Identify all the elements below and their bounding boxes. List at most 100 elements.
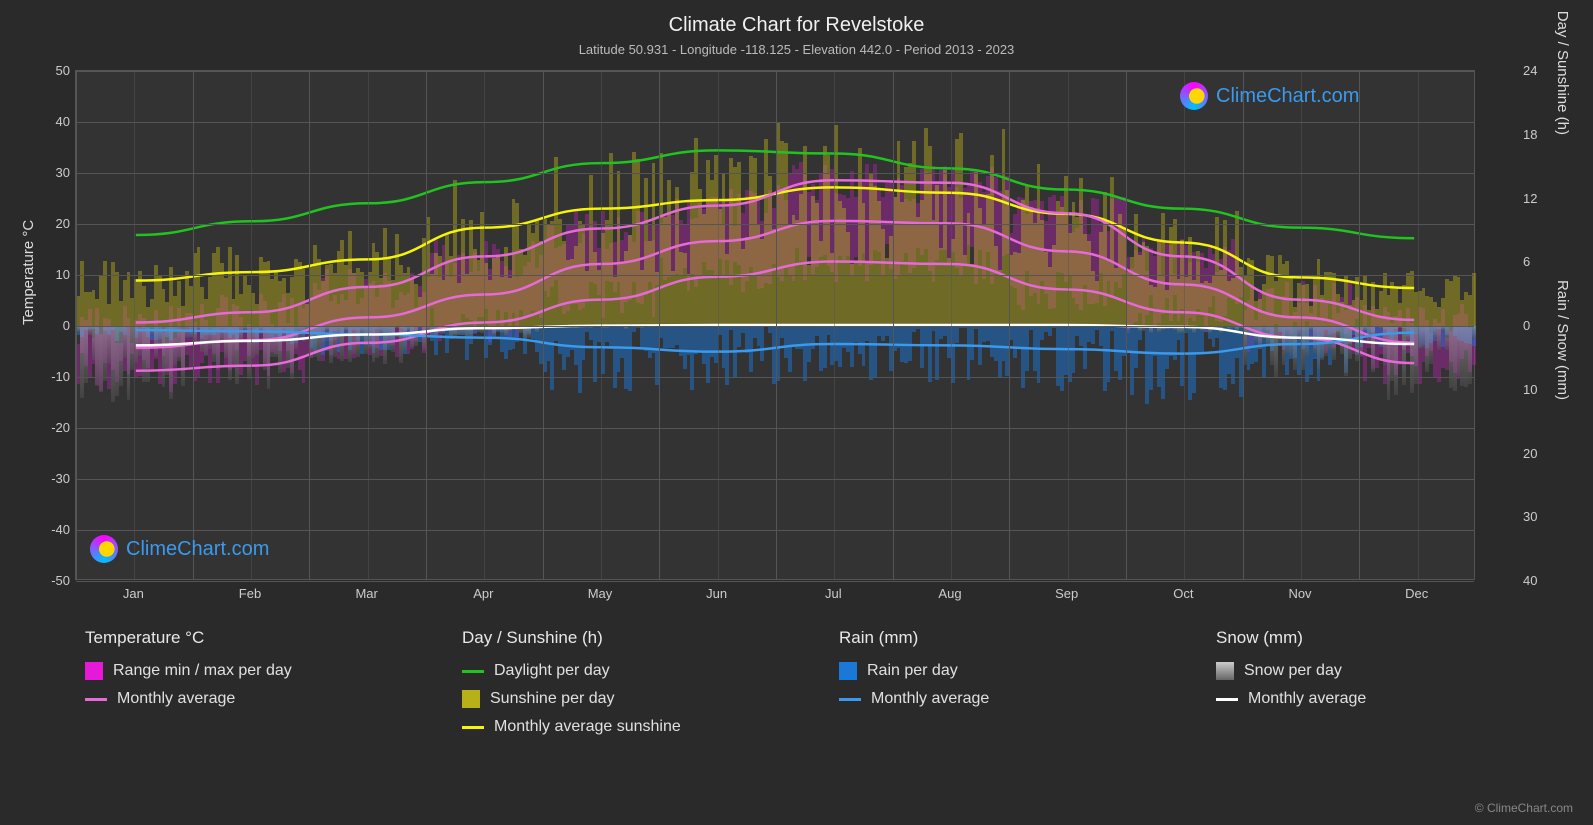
- chart-subtitle: Latitude 50.931 - Longitude -118.125 - E…: [0, 42, 1593, 57]
- sunshine-avg-line: [136, 187, 1414, 288]
- gridline-h: [76, 224, 1474, 225]
- tick-x: Sep: [1055, 586, 1078, 601]
- legend-label: Snow per day: [1244, 662, 1342, 680]
- tick-x: Oct: [1173, 586, 1193, 601]
- legend-item: Rain per day: [839, 662, 1176, 680]
- tick-left: 20: [40, 216, 70, 231]
- gridline-h: [76, 122, 1474, 123]
- tick-left: 30: [40, 165, 70, 180]
- gridline-h: [76, 581, 1474, 582]
- tick-x: Jun: [706, 586, 727, 601]
- legend-item: Daylight per day: [462, 662, 799, 680]
- tick-x: Feb: [239, 586, 261, 601]
- gridline-v: [776, 71, 777, 579]
- legend-label: Rain per day: [867, 662, 958, 680]
- legend-column: Day / Sunshine (h) Daylight per day Sunshi…: [462, 628, 799, 746]
- tick-x: Nov: [1288, 586, 1311, 601]
- watermark-text: ClimeChart.com: [1216, 85, 1359, 108]
- tick-right: 6: [1523, 254, 1553, 269]
- gridline-v: [543, 71, 544, 579]
- tick-right: 20: [1523, 446, 1553, 461]
- attribution: © ClimeChart.com: [1475, 801, 1573, 815]
- gridline-v-minor: [1418, 71, 1419, 579]
- gridline-v: [193, 71, 194, 579]
- tick-right: 40: [1523, 573, 1553, 588]
- gridline-v-minor: [1301, 71, 1302, 579]
- tick-x: Mar: [355, 586, 377, 601]
- gridline-v-minor: [134, 71, 135, 579]
- gridline-v-minor: [1068, 71, 1069, 579]
- legend-label: Monthly average: [871, 690, 989, 708]
- tick-left: 40: [40, 114, 70, 129]
- legend-swatch: [462, 690, 480, 708]
- plot-area: [75, 70, 1475, 580]
- legend-title: Day / Sunshine (h): [462, 628, 799, 648]
- gridline-h: [76, 530, 1474, 531]
- tick-x: May: [588, 586, 613, 601]
- gridline-h: [76, 479, 1474, 480]
- legend-item: Range min / max per day: [85, 662, 422, 680]
- tick-x: Jan: [123, 586, 144, 601]
- tick-right: 0: [1523, 318, 1553, 333]
- legend-label: Monthly average sunshine: [494, 718, 681, 736]
- gridline-v: [1009, 71, 1010, 579]
- logo-icon: [90, 535, 118, 563]
- temp-min-line: [136, 262, 1414, 371]
- gridline-v-minor: [484, 71, 485, 579]
- tick-left: -30: [40, 471, 70, 486]
- chart-title: Climate Chart for Revelstoke: [0, 14, 1593, 37]
- legend-item: Monthly average sunshine: [462, 718, 799, 736]
- y-axis-right-bot-label: Rain / Snow (mm): [1554, 280, 1571, 400]
- tick-right: 24: [1523, 63, 1553, 78]
- legend-title: Rain (mm): [839, 628, 1176, 648]
- gridline-v: [659, 71, 660, 579]
- gridline-h: [76, 377, 1474, 378]
- tick-left: 10: [40, 267, 70, 282]
- gridline-v-minor: [951, 71, 952, 579]
- tick-left: 0: [40, 318, 70, 333]
- legend-title: Snow (mm): [1216, 628, 1553, 648]
- legend-column: Rain (mm) Rain per day Monthly average: [839, 628, 1176, 746]
- legend-item: Monthly average: [1216, 690, 1553, 708]
- gridline-v-minor: [718, 71, 719, 579]
- legend-column: Temperature °C Range min / max per day Mon…: [85, 628, 422, 746]
- gridline-v: [893, 71, 894, 579]
- gridline-v-minor: [601, 71, 602, 579]
- legend-item: Snow per day: [1216, 662, 1553, 680]
- y-axis-right-top-label: Day / Sunshine (h): [1554, 11, 1571, 135]
- legend-item: Sunshine per day: [462, 690, 799, 708]
- tick-left: -20: [40, 420, 70, 435]
- tick-left: -50: [40, 573, 70, 588]
- legend-swatch: [1216, 698, 1238, 701]
- gridline-v-minor: [251, 71, 252, 579]
- gridline-v-minor: [834, 71, 835, 579]
- legend-swatch: [85, 662, 103, 680]
- tick-x: Aug: [938, 586, 961, 601]
- gridline-h: [76, 173, 1474, 174]
- legend-label: Sunshine per day: [490, 690, 615, 708]
- watermark: ClimeChart.com: [1180, 82, 1359, 110]
- gridline-v: [426, 71, 427, 579]
- tick-left: -10: [40, 369, 70, 384]
- legend-label: Range min / max per day: [113, 662, 292, 680]
- legend-label: Monthly average: [1248, 690, 1366, 708]
- legend-swatch: [462, 726, 484, 729]
- gridline-v: [1359, 71, 1360, 579]
- gridline-h: [76, 326, 1474, 327]
- tick-x: Dec: [1405, 586, 1428, 601]
- legend-title: Temperature °C: [85, 628, 422, 648]
- legend-label: Monthly average: [117, 690, 235, 708]
- tick-right: 12: [1523, 191, 1553, 206]
- tick-right: 18: [1523, 127, 1553, 142]
- watermark-text: ClimeChart.com: [126, 538, 269, 561]
- tick-right: 30: [1523, 509, 1553, 524]
- gridline-v-minor: [1184, 71, 1185, 579]
- tick-x: Apr: [473, 586, 493, 601]
- logo-icon: [1180, 82, 1208, 110]
- legend-item: Monthly average: [85, 690, 422, 708]
- legend-swatch: [462, 670, 484, 673]
- gridline-h: [76, 428, 1474, 429]
- watermark: ClimeChart.com: [90, 535, 269, 563]
- gridline-h: [76, 71, 1474, 72]
- legend-swatch: [1216, 662, 1234, 680]
